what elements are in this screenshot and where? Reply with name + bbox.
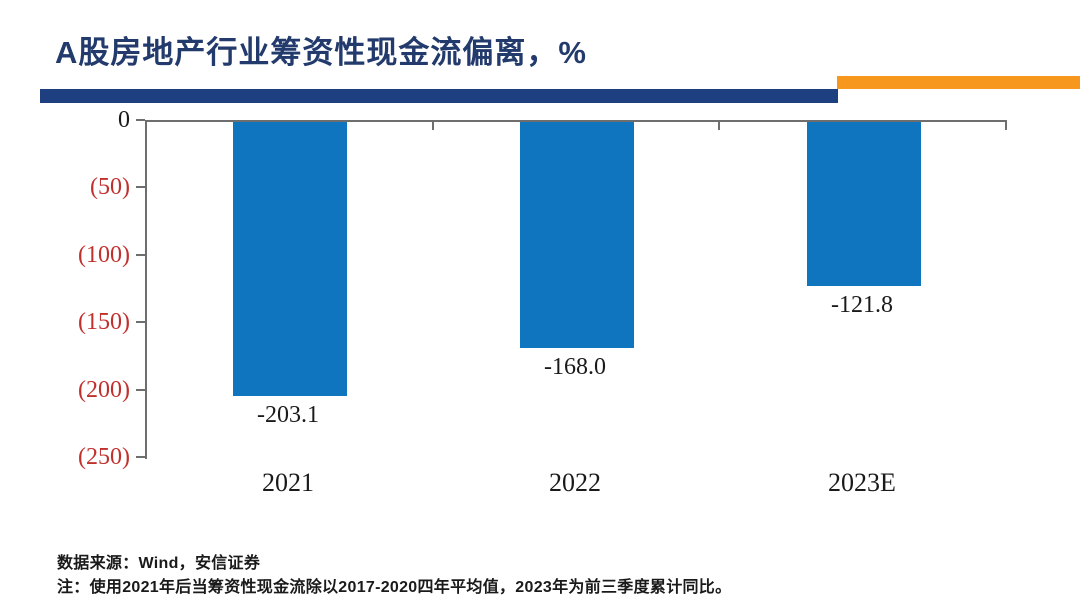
y-tick-label: (200) — [78, 376, 130, 403]
x-tick-mark — [432, 122, 434, 130]
y-tick-mark — [136, 321, 145, 324]
methodology-note: 注：使用2021年后当筹资性现金流除以2017-2020四年平均值，2023年为… — [57, 579, 732, 596]
y-tick-mark — [136, 456, 145, 458]
x-tick-mark — [1005, 122, 1007, 130]
bar-value-label: -203.1 — [257, 402, 319, 428]
y-tick-mark — [136, 186, 145, 189]
y-tick-label: (50) — [90, 174, 130, 201]
data-source-note: 数据来源：Wind，安信证券 — [57, 555, 261, 572]
y-tick-mark — [136, 253, 145, 256]
x-category-label: 2023E — [828, 468, 896, 497]
chart-title: A股房地产行业筹资性现金流偏离，% — [55, 35, 587, 70]
y-tick-label: (250) — [78, 444, 130, 470]
bar-value-label: -121.8 — [831, 292, 893, 318]
x-category-label: 2022 — [549, 468, 601, 497]
x-tick-mark — [718, 122, 720, 130]
bar — [807, 122, 921, 286]
divider-blue-bar — [40, 89, 838, 103]
x-category-label: 2021 — [262, 468, 314, 497]
y-tick-label: (150) — [78, 309, 130, 336]
y-tick-mark — [136, 119, 145, 121]
bar-value-label: -168.0 — [544, 354, 606, 380]
y-tick-label: 0 — [118, 107, 130, 133]
y-tick-label: (100) — [78, 241, 130, 268]
bar — [520, 122, 634, 348]
bar — [233, 122, 347, 396]
divider-orange-bar — [837, 76, 1080, 89]
y-tick-mark — [136, 388, 145, 391]
chart-footer: 数据来源：Wind，安信证券 注：使用2021年后当筹资性现金流除以2017-2… — [57, 552, 731, 600]
chart-plot-area — [145, 120, 1007, 459]
